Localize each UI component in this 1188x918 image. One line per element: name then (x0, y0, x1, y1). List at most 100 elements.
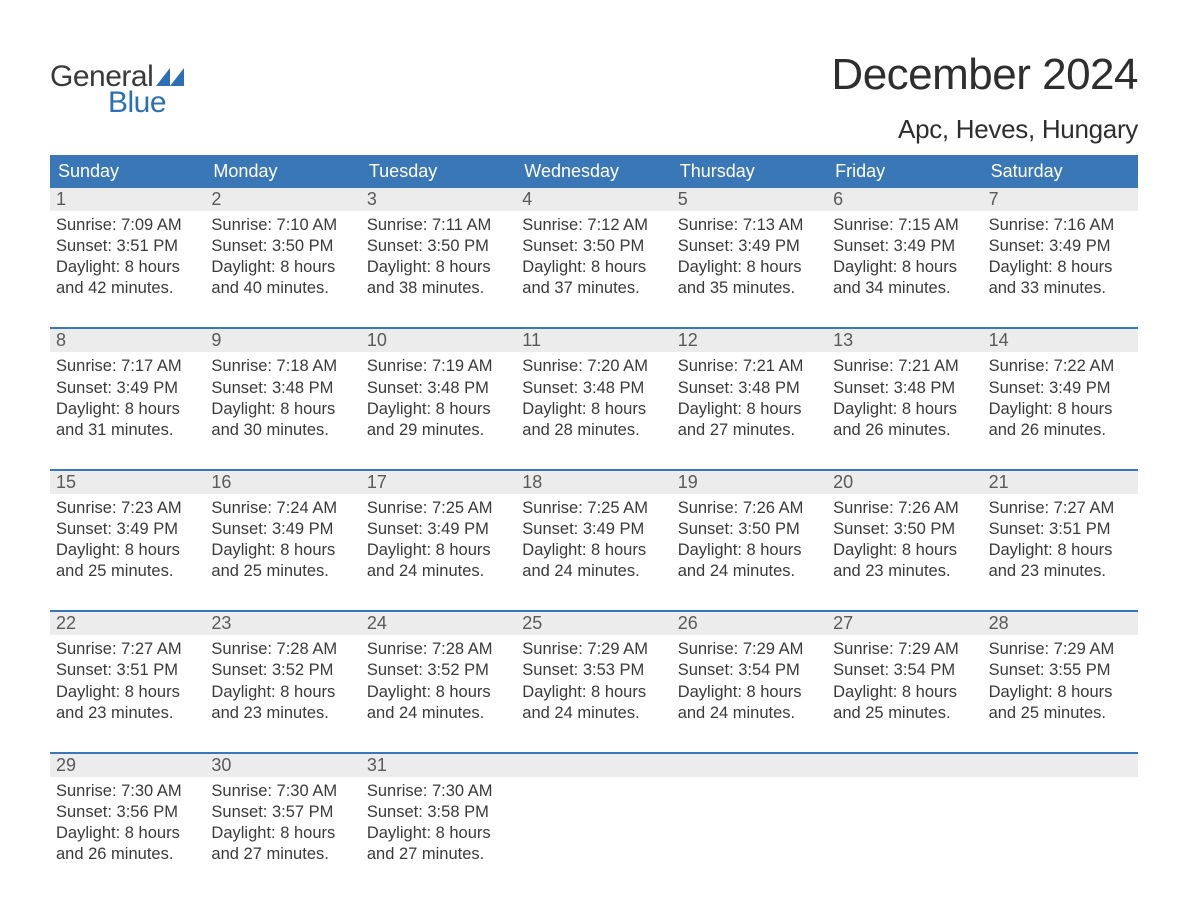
day-number-cell: 19 (672, 471, 827, 494)
day-number-cell: 15 (50, 471, 205, 494)
sunset-line: Sunset: 3:48 PM (367, 378, 510, 399)
day-number-cell (983, 754, 1138, 777)
sunset-line: Sunset: 3:50 PM (678, 519, 821, 540)
daylight-line-1: Daylight: 8 hours (367, 823, 510, 844)
logo-text-blue: Blue (108, 86, 166, 120)
daylight-line-1: Daylight: 8 hours (211, 257, 354, 278)
daylight-line-2: and 26 minutes. (989, 420, 1132, 441)
sunrise-line: Sunrise: 7:23 AM (56, 498, 199, 519)
daylight-line-2: and 24 minutes. (522, 703, 665, 724)
daylight-line-2: and 24 minutes. (367, 561, 510, 582)
daylight-line-2: and 25 minutes. (989, 703, 1132, 724)
day-detail-cell: Sunrise: 7:30 AMSunset: 3:56 PMDaylight:… (50, 777, 205, 871)
day-number-cell: 10 (361, 329, 516, 352)
week-block: 891011121314Sunrise: 7:17 AMSunset: 3:49… (50, 327, 1138, 446)
daylight-line-2: and 30 minutes. (211, 420, 354, 441)
sunset-line: Sunset: 3:53 PM (522, 660, 665, 681)
day-number-cell: 21 (983, 471, 1138, 494)
daylight-line-1: Daylight: 8 hours (678, 540, 821, 561)
day-detail-cell: Sunrise: 7:10 AMSunset: 3:50 PMDaylight:… (205, 211, 360, 305)
daylight-line-1: Daylight: 8 hours (367, 257, 510, 278)
day-detail-cell: Sunrise: 7:22 AMSunset: 3:49 PMDaylight:… (983, 352, 1138, 446)
day-detail-cell: Sunrise: 7:28 AMSunset: 3:52 PMDaylight:… (361, 635, 516, 729)
sunset-line: Sunset: 3:48 PM (678, 378, 821, 399)
day-detail-cell: Sunrise: 7:17 AMSunset: 3:49 PMDaylight:… (50, 352, 205, 446)
sunrise-line: Sunrise: 7:13 AM (678, 215, 821, 236)
day-detail-cell: Sunrise: 7:29 AMSunset: 3:55 PMDaylight:… (983, 635, 1138, 729)
sunset-line: Sunset: 3:51 PM (989, 519, 1132, 540)
daylight-line-2: and 27 minutes. (211, 844, 354, 865)
sunrise-line: Sunrise: 7:10 AM (211, 215, 354, 236)
week-block: 1234567Sunrise: 7:09 AMSunset: 3:51 PMDa… (50, 188, 1138, 305)
daylight-line-1: Daylight: 8 hours (367, 682, 510, 703)
logo: General Blue (50, 60, 184, 120)
calendar-header-cell: Thursday (672, 155, 827, 188)
daylight-line-1: Daylight: 8 hours (522, 682, 665, 703)
month-title: December 2024 (831, 50, 1138, 100)
day-number-row: 22232425262728 (50, 612, 1138, 635)
daylight-line-1: Daylight: 8 hours (56, 823, 199, 844)
day-number-cell: 28 (983, 612, 1138, 635)
day-detail-cell: Sunrise: 7:13 AMSunset: 3:49 PMDaylight:… (672, 211, 827, 305)
day-number-cell: 9 (205, 329, 360, 352)
day-text-row: Sunrise: 7:30 AMSunset: 3:56 PMDaylight:… (50, 777, 1138, 871)
page-header: General Blue December 2024 Apc, Heves, H… (50, 50, 1138, 145)
day-number-cell: 30 (205, 754, 360, 777)
day-number-cell: 12 (672, 329, 827, 352)
daylight-line-2: and 28 minutes. (522, 420, 665, 441)
daylight-line-2: and 34 minutes. (833, 278, 976, 299)
day-number-cell: 13 (827, 329, 982, 352)
sunset-line: Sunset: 3:50 PM (211, 236, 354, 257)
day-number-cell: 3 (361, 188, 516, 211)
sunset-line: Sunset: 3:49 PM (989, 236, 1132, 257)
daylight-line-2: and 42 minutes. (56, 278, 199, 299)
day-detail-cell: Sunrise: 7:28 AMSunset: 3:52 PMDaylight:… (205, 635, 360, 729)
day-number-cell: 27 (827, 612, 982, 635)
daylight-line-2: and 27 minutes. (367, 844, 510, 865)
day-detail-cell: Sunrise: 7:19 AMSunset: 3:48 PMDaylight:… (361, 352, 516, 446)
daylight-line-2: and 31 minutes. (56, 420, 199, 441)
day-number-row: 1234567 (50, 188, 1138, 211)
day-number-cell: 6 (827, 188, 982, 211)
sunrise-line: Sunrise: 7:15 AM (833, 215, 976, 236)
day-text-row: Sunrise: 7:27 AMSunset: 3:51 PMDaylight:… (50, 635, 1138, 729)
sunrise-line: Sunrise: 7:20 AM (522, 356, 665, 377)
daylight-line-1: Daylight: 8 hours (833, 682, 976, 703)
sunset-line: Sunset: 3:50 PM (833, 519, 976, 540)
day-number-cell: 31 (361, 754, 516, 777)
day-number-cell (672, 754, 827, 777)
sunrise-line: Sunrise: 7:11 AM (367, 215, 510, 236)
calendar-header-row: SundayMondayTuesdayWednesdayThursdayFrid… (50, 155, 1138, 188)
daylight-line-2: and 24 minutes. (678, 561, 821, 582)
sunset-line: Sunset: 3:49 PM (211, 519, 354, 540)
daylight-line-2: and 40 minutes. (211, 278, 354, 299)
day-detail-cell: Sunrise: 7:26 AMSunset: 3:50 PMDaylight:… (672, 494, 827, 588)
day-detail-cell: Sunrise: 7:29 AMSunset: 3:54 PMDaylight:… (672, 635, 827, 729)
daylight-line-1: Daylight: 8 hours (522, 540, 665, 561)
daylight-line-2: and 33 minutes. (989, 278, 1132, 299)
daylight-line-2: and 26 minutes. (833, 420, 976, 441)
day-detail-cell: Sunrise: 7:12 AMSunset: 3:50 PMDaylight:… (516, 211, 671, 305)
sunrise-line: Sunrise: 7:29 AM (522, 639, 665, 660)
sunset-line: Sunset: 3:49 PM (989, 378, 1132, 399)
day-detail-cell: Sunrise: 7:25 AMSunset: 3:49 PMDaylight:… (361, 494, 516, 588)
sunrise-line: Sunrise: 7:30 AM (56, 781, 199, 802)
sunrise-line: Sunrise: 7:27 AM (56, 639, 199, 660)
sunset-line: Sunset: 3:48 PM (833, 378, 976, 399)
day-number-row: 293031 (50, 754, 1138, 777)
daylight-line-2: and 27 minutes. (678, 420, 821, 441)
calendar-header-cell: Monday (205, 155, 360, 188)
day-number-cell (827, 754, 982, 777)
sunset-line: Sunset: 3:57 PM (211, 802, 354, 823)
sunset-line: Sunset: 3:54 PM (678, 660, 821, 681)
daylight-line-2: and 23 minutes. (833, 561, 976, 582)
daylight-line-1: Daylight: 8 hours (367, 399, 510, 420)
daylight-line-1: Daylight: 8 hours (522, 399, 665, 420)
daylight-line-1: Daylight: 8 hours (989, 540, 1132, 561)
sunrise-line: Sunrise: 7:28 AM (367, 639, 510, 660)
sunrise-line: Sunrise: 7:27 AM (989, 498, 1132, 519)
day-detail-cell: Sunrise: 7:21 AMSunset: 3:48 PMDaylight:… (827, 352, 982, 446)
day-detail-cell: Sunrise: 7:30 AMSunset: 3:57 PMDaylight:… (205, 777, 360, 871)
daylight-line-2: and 38 minutes. (367, 278, 510, 299)
day-number-cell: 5 (672, 188, 827, 211)
